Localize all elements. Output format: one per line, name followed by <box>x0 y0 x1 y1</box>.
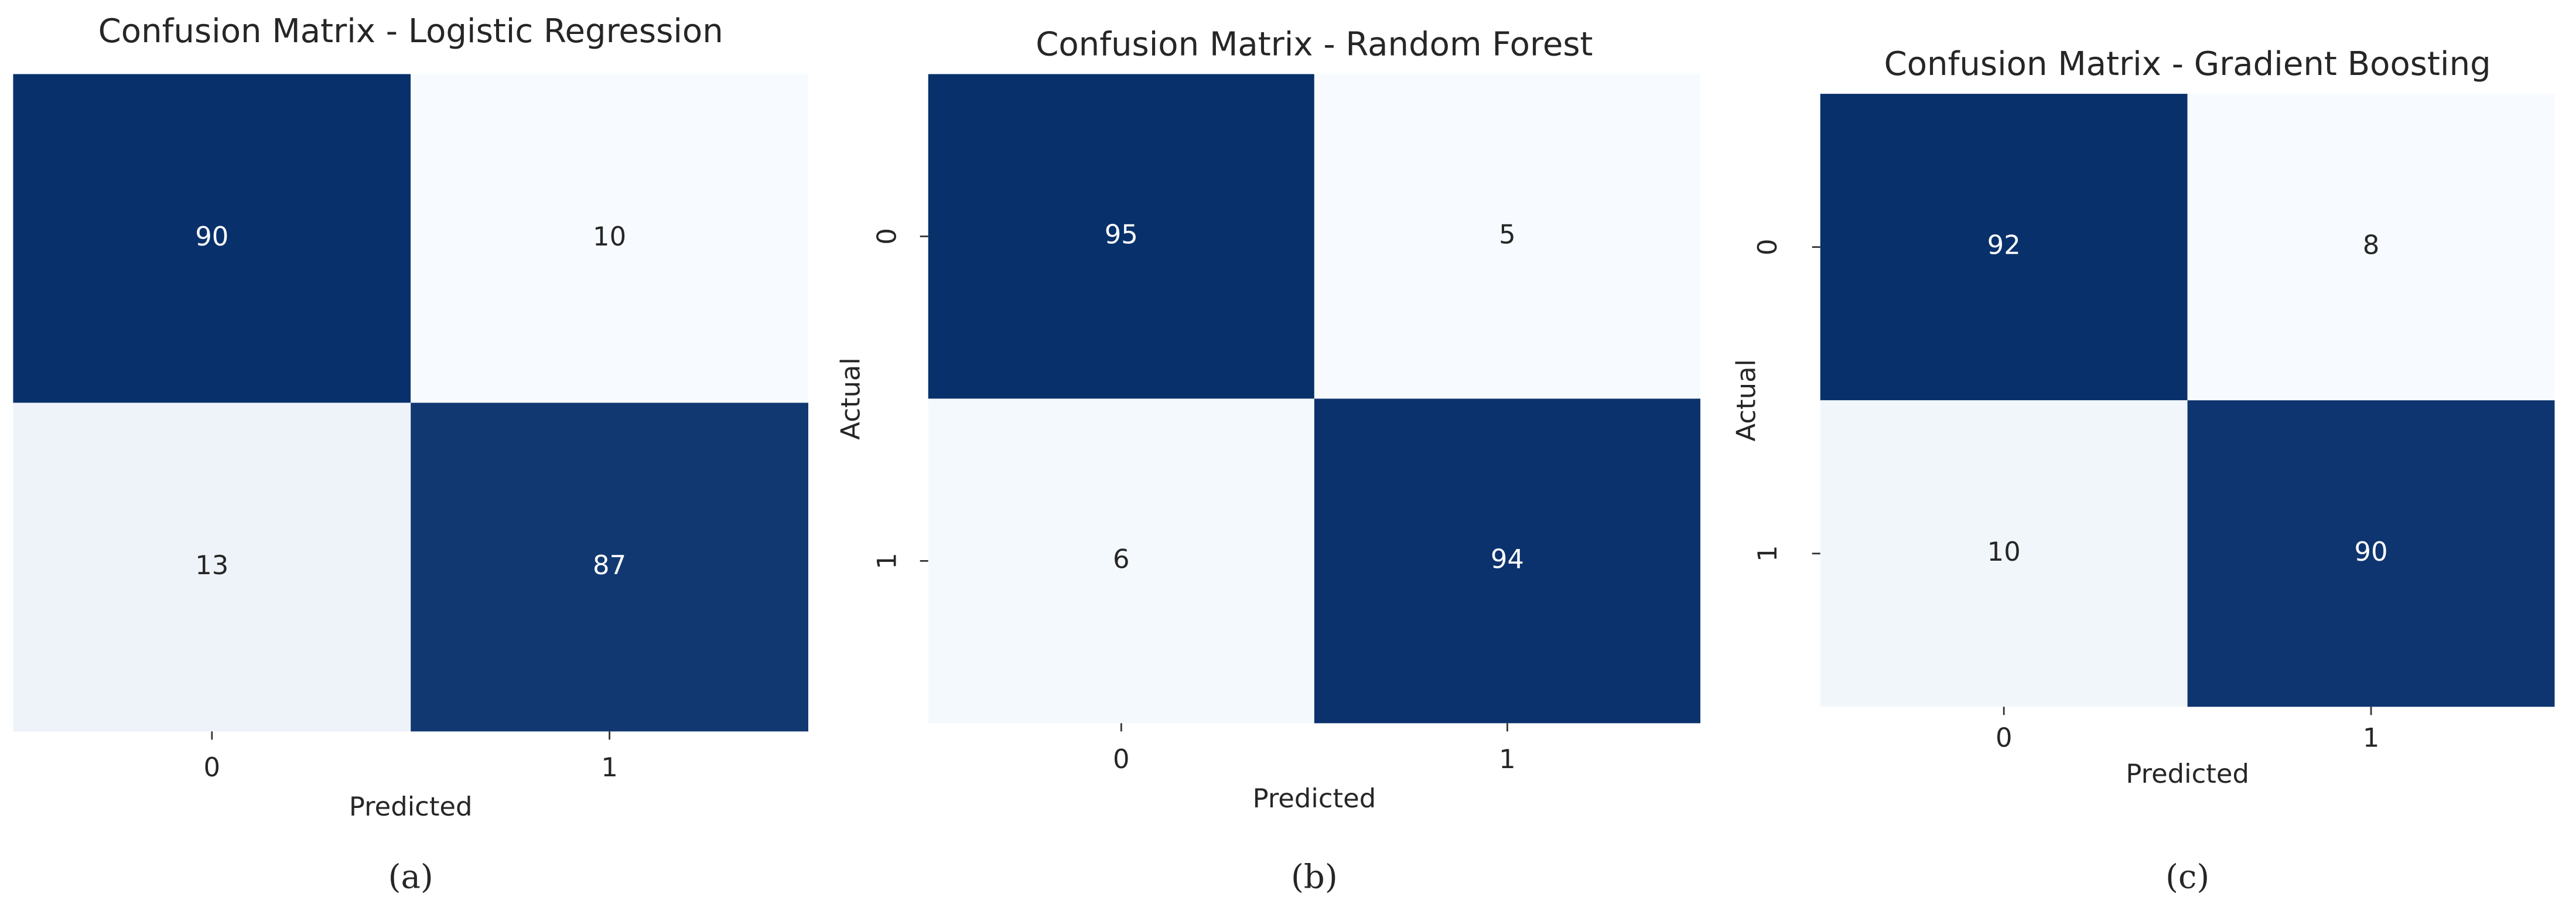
cell-label: 94 <box>1491 543 1524 574</box>
cell-label: 92 <box>1987 230 2021 261</box>
x-tick-label: 1 <box>1499 744 1516 775</box>
cell-label: 8 <box>2363 230 2380 261</box>
x-axis-label: Predicted <box>1253 783 1376 814</box>
cell-label: 6 <box>1113 543 1130 574</box>
x-axis-label: Predicted <box>2126 758 2249 789</box>
y-tick-label: 1 <box>1752 545 1783 562</box>
y-axis-label: Actual <box>835 357 866 440</box>
y-tick-label: 0 <box>1752 238 1783 255</box>
y-tick-label: 1 <box>871 553 902 569</box>
cell-label: 87 <box>593 550 626 581</box>
heatmap-cell <box>13 403 411 732</box>
cell-label: 5 <box>1499 219 1516 250</box>
heatmap-cell <box>2187 94 2555 401</box>
x-tick-label: 0 <box>1113 744 1130 775</box>
cell-label: 90 <box>195 221 228 252</box>
heatmap-cell <box>1314 74 1701 399</box>
panel-caption: (a) <box>388 858 433 896</box>
heatmap-cell <box>411 403 808 732</box>
panel-caption: (c) <box>2165 858 2209 896</box>
cell-label: 90 <box>2355 536 2388 567</box>
x-tick-label: 1 <box>601 752 618 783</box>
heatmap-cell <box>2187 400 2555 707</box>
x-tick-label: 0 <box>204 752 221 783</box>
x-axis-label: Predicted <box>349 791 473 822</box>
heatmap-cell <box>928 74 1314 399</box>
heatmap-cell <box>13 74 411 403</box>
chart-title: Confusion Matrix - Random Forest <box>1036 25 1593 63</box>
heatmap-cell <box>1820 400 2188 707</box>
cell-label: 13 <box>195 550 228 581</box>
cell-label: 10 <box>593 221 626 252</box>
y-axis-label: Actual <box>1730 359 1761 442</box>
panel-caption: (b) <box>1291 858 1338 896</box>
x-tick-label: 1 <box>2363 722 2380 753</box>
cell-label: 10 <box>1987 536 2021 567</box>
heatmap-cell <box>928 398 1314 724</box>
heatmap-cell <box>1820 94 2188 401</box>
chart-title: Confusion Matrix - Gradient Boosting <box>1884 45 2491 83</box>
chart-title: Confusion Matrix - Logistic Regression <box>98 12 723 50</box>
x-tick-label: 0 <box>1996 722 2013 753</box>
cell-label: 95 <box>1105 219 1138 250</box>
y-tick-label: 0 <box>871 228 902 245</box>
heatmap-cell <box>411 74 808 403</box>
heatmap-cell <box>1314 398 1701 724</box>
